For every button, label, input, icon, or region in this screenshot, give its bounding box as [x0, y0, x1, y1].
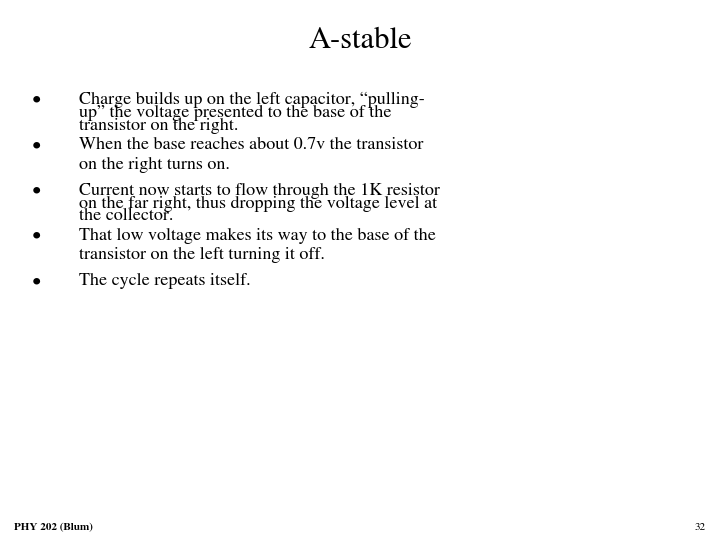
Text: •: •	[31, 183, 41, 199]
Text: transistor on the left turning it off.: transistor on the left turning it off.	[79, 247, 325, 264]
Text: on the right turns on.: on the right turns on.	[79, 157, 230, 173]
Text: transistor on the right.: transistor on the right.	[79, 118, 238, 134]
Text: •: •	[31, 92, 41, 108]
Text: 32: 32	[695, 522, 706, 532]
Text: That low voltage makes its way to the base of the: That low voltage makes its way to the ba…	[79, 228, 436, 244]
Text: •: •	[31, 137, 41, 153]
Text: •: •	[31, 273, 41, 289]
Text: Current now starts to flow through the 1K resistor: Current now starts to flow through the 1…	[79, 183, 440, 199]
Text: When the base reaches about 0.7v the transistor: When the base reaches about 0.7v the tra…	[79, 137, 423, 153]
Text: A-stable: A-stable	[308, 27, 412, 55]
Text: The cycle repeats itself.: The cycle repeats itself.	[79, 273, 251, 289]
Text: on the far right, thus dropping the voltage level at: on the far right, thus dropping the volt…	[79, 195, 437, 212]
Text: •: •	[31, 228, 41, 244]
Text: Charge builds up on the left capacitor, “pulling-: Charge builds up on the left capacitor, …	[79, 92, 425, 108]
Text: up” the voltage presented to the base of the: up” the voltage presented to the base of…	[79, 105, 392, 121]
Text: the collector.: the collector.	[79, 208, 174, 225]
Text: PHY 202 (Blum): PHY 202 (Blum)	[14, 523, 94, 532]
